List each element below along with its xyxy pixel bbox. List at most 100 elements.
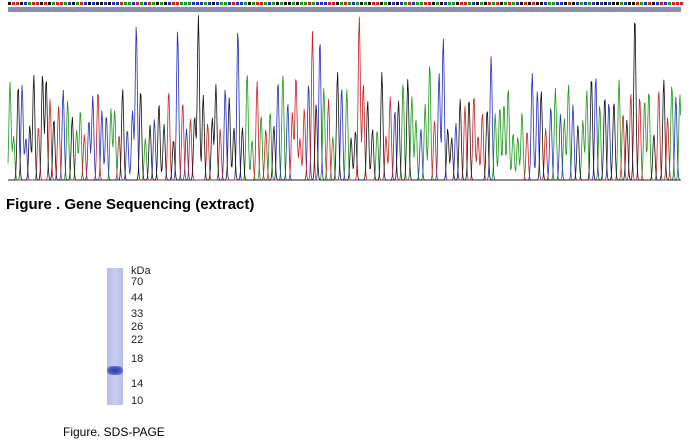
quality-bar — [268, 2, 271, 5]
quality-bar — [204, 2, 207, 5]
quality-bar — [208, 2, 211, 5]
quality-bar — [424, 2, 427, 5]
trace — [8, 15, 681, 181]
quality-bar — [456, 2, 459, 5]
quality-bar — [160, 2, 163, 5]
quality-bar — [56, 2, 59, 5]
quality-bar — [340, 2, 343, 5]
quality-bar — [92, 2, 95, 5]
marker-label: 10 — [131, 395, 144, 407]
marker-label: 70 — [131, 276, 144, 288]
protein-band — [107, 366, 123, 375]
quality-bar — [484, 2, 487, 5]
quality-bar — [132, 2, 135, 5]
quality-bar — [216, 2, 219, 5]
quality-bar — [620, 2, 623, 5]
trace — [8, 26, 681, 181]
marker-label: 33 — [131, 308, 144, 320]
quality-bar — [400, 2, 403, 5]
quality-bar — [452, 2, 455, 5]
quality-bar — [316, 2, 319, 5]
quality-bar — [492, 2, 495, 5]
quality-bar — [200, 2, 203, 5]
quality-bar — [212, 2, 215, 5]
quality-bar — [488, 2, 491, 5]
quality-bar — [272, 2, 275, 5]
quality-bar — [660, 2, 663, 5]
quality-bar — [392, 2, 395, 5]
quality-bar — [640, 2, 643, 5]
quality-bar — [568, 2, 571, 5]
quality-bar — [288, 2, 291, 5]
quality-bar — [496, 2, 499, 5]
quality-bar — [600, 2, 603, 5]
quality-bar — [676, 2, 679, 5]
quality-bar — [84, 2, 87, 5]
quality-bar — [608, 2, 611, 5]
quality-bar — [240, 2, 243, 5]
quality-bar — [100, 2, 103, 5]
quality-bar — [584, 2, 587, 5]
quality-bar — [596, 2, 599, 5]
quality-bar — [480, 2, 483, 5]
trace — [8, 16, 681, 181]
base-call-strip — [8, 7, 681, 12]
quality-bar — [12, 2, 15, 5]
marker-label: 18 — [131, 353, 144, 365]
quality-bar — [548, 2, 551, 5]
quality-bar — [244, 2, 247, 5]
quality-bar — [52, 2, 55, 5]
chromatogram — [7, 2, 683, 181]
quality-bar — [580, 2, 583, 5]
quality-bar — [296, 2, 299, 5]
quality-bar — [236, 2, 239, 5]
quality-bar — [32, 2, 35, 5]
quality-bar — [332, 2, 335, 5]
quality-bar — [464, 2, 467, 5]
quality-bar — [148, 2, 151, 5]
quality-bar — [28, 2, 31, 5]
marker-label: 14 — [131, 378, 144, 390]
quality-bar — [672, 2, 675, 5]
marker-label: 22 — [131, 334, 144, 346]
quality-bar — [420, 2, 423, 5]
quality-bar — [612, 2, 615, 5]
quality-bar — [572, 2, 575, 5]
quality-bar — [96, 2, 99, 5]
figure-caption: Figure. SDS-PAGE — [63, 425, 165, 439]
quality-bar — [88, 2, 91, 5]
quality-bar — [172, 2, 175, 5]
quality-bar — [432, 2, 435, 5]
quality-bar — [588, 2, 591, 5]
quality-bar — [520, 2, 523, 5]
quality-bar — [628, 2, 631, 5]
quality-bar — [444, 2, 447, 5]
quality-bar — [192, 2, 195, 5]
marker-unit: kDa — [131, 265, 151, 277]
quality-bar — [156, 2, 159, 5]
quality-bar — [336, 2, 339, 5]
quality-bar — [472, 2, 475, 5]
quality-bar — [388, 2, 391, 5]
quality-bar — [308, 2, 311, 5]
quality-bar — [416, 2, 419, 5]
quality-bar — [136, 2, 139, 5]
quality-bar — [320, 2, 323, 5]
marker-label: 44 — [131, 292, 144, 304]
quality-bar — [512, 2, 515, 5]
quality-bar — [112, 2, 115, 5]
quality-bar — [60, 2, 63, 5]
figure-caption: Figure . Gene Sequencing (extract) — [6, 196, 255, 213]
gel-lane — [107, 268, 123, 405]
quality-bar — [664, 2, 667, 5]
quality-bar — [176, 2, 179, 5]
quality-bar — [108, 2, 111, 5]
quality-bar — [680, 2, 683, 5]
quality-bar — [36, 2, 39, 5]
quality-bar — [24, 2, 27, 5]
quality-bar — [312, 2, 315, 5]
quality-bar — [128, 2, 131, 5]
quality-bar — [248, 2, 251, 5]
quality-bar — [104, 2, 107, 5]
